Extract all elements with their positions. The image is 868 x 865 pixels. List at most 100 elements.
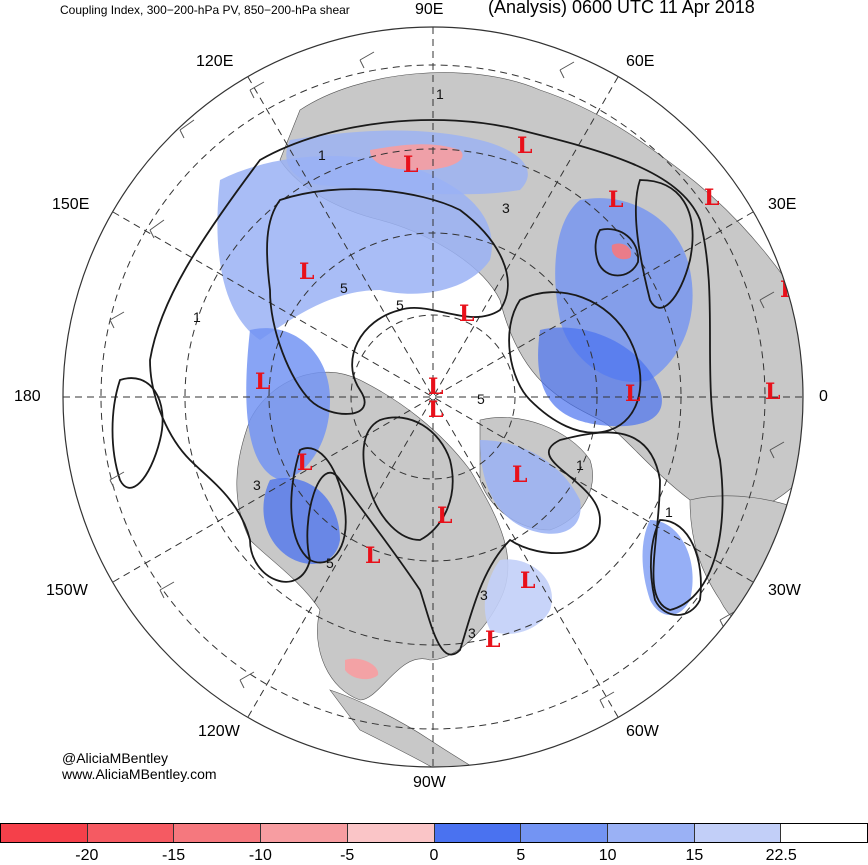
wind-barb: [249, 81, 265, 99]
low-marker: L: [428, 374, 443, 400]
contour-label: 3: [253, 477, 261, 493]
colorbar-segment: [694, 824, 782, 842]
colorbar-segment: [781, 824, 868, 842]
low-marker: L: [765, 379, 780, 405]
contour-label-layer: 1 1 3 5 5 5 3 1 1 5 3 3 1: [193, 86, 673, 641]
shade-pacific-central: [246, 328, 330, 480]
contour-label: 3: [468, 625, 476, 641]
wind-barb: [149, 219, 165, 239]
author-website: www.AliciaMBentley.com: [62, 766, 217, 782]
lon-label-150e: 150E: [52, 196, 90, 213]
shade-gulf: [484, 559, 552, 634]
analysis-time: (Analysis) 0600 UTC 11 Apr 2018: [488, 0, 755, 17]
lon-label-90e: 90E: [415, 1, 444, 18]
colorbar: [0, 823, 868, 843]
contour-label: 3: [502, 200, 510, 216]
low-marker: L: [365, 543, 380, 569]
meridian-line: [112, 211, 754, 583]
lon-label-120e: 120E: [196, 53, 234, 70]
map-title: Coupling Index, 300−200-hPa PV, 850−200-…: [60, 3, 350, 17]
contour-label: 1: [193, 309, 201, 325]
low-marker: L: [485, 627, 500, 653]
meridian-line: [247, 76, 619, 718]
pv-contour: [149, 119, 724, 656]
low-marker: L: [625, 381, 640, 407]
colorbar-segment: [261, 824, 348, 842]
wind-barb: [239, 671, 255, 689]
lon-label-30w: 30W: [768, 582, 801, 599]
lon-label-150w: 150W: [46, 582, 88, 599]
lon-label-30e: 30E: [768, 196, 797, 213]
low-marker: L: [608, 187, 623, 213]
lon-label-180: 180: [14, 388, 41, 405]
colorbar-tick-label: 15: [685, 847, 704, 864]
author-handle: @AliciaMBentley: [62, 750, 169, 766]
meridian-line: [112, 211, 754, 583]
colorbar-segment: [521, 824, 608, 842]
colorbar-tick-label: 0: [429, 847, 439, 864]
colorbar-tick-label: -20: [75, 847, 99, 864]
pv-contour: [594, 228, 639, 277]
wind-barb: [699, 121, 715, 139]
pv-contour: [362, 416, 454, 541]
shade-mid-atlantic: [480, 440, 581, 534]
shade-mexico-negative: [345, 658, 379, 680]
colorbar-tick-label: -5: [340, 847, 355, 864]
lon-label-90w: 90W: [413, 774, 446, 791]
pv-contour: [290, 447, 347, 564]
contour-label: 5: [326, 555, 334, 571]
low-marker: L: [428, 397, 443, 423]
globe-outline: [62, 26, 804, 768]
low-marker: L: [459, 301, 474, 327]
contour-label: 1: [436, 86, 444, 102]
wind-barb: [759, 291, 775, 309]
meridian-line: [247, 76, 619, 718]
lon-label-0: 0: [819, 388, 828, 405]
low-marker: L: [512, 462, 527, 488]
meridians: [63, 27, 803, 767]
pv-contour: [111, 377, 164, 489]
colorbar-tick-label: 10: [598, 847, 617, 864]
shade-siberia-negative: [370, 144, 463, 170]
shade-pacific-west: [217, 156, 492, 340]
contour-label: 1: [318, 147, 326, 163]
wind-barb: [559, 61, 575, 79]
colorbar-tick-label: 22.5: [765, 847, 797, 864]
colorbar-tick-label: -15: [162, 847, 186, 864]
lon-label-60w: 60W: [626, 723, 659, 740]
colorbar-segment: [434, 824, 522, 842]
pv-contour: [635, 179, 694, 309]
contour-label: 5: [396, 297, 404, 313]
land-central-america: [329, 689, 491, 767]
colorbar-segment: [87, 824, 175, 842]
colorbar-tick-label: 5: [516, 847, 526, 864]
contour-label: 5: [477, 391, 485, 407]
pv-contour: [649, 519, 702, 616]
low-marker: L: [403, 152, 418, 178]
wind-barb: [769, 441, 785, 459]
contour-label: 3: [480, 587, 488, 603]
low-marker: L: [517, 133, 532, 159]
lon-label-120w: 120W: [198, 723, 240, 740]
colorbar-segment: [347, 824, 435, 842]
pv-contour: [266, 188, 509, 415]
low-marker: L: [299, 259, 314, 285]
contour-label: 1: [576, 457, 584, 473]
pv-contours: [111, 119, 724, 656]
colorbar-segment: [1, 824, 88, 842]
wind-barb: [179, 119, 195, 139]
wind-barb: [359, 51, 375, 69]
pv-contour: [508, 291, 642, 434]
shade-europe-negative: [611, 243, 632, 260]
contour-label: 1: [665, 504, 673, 520]
coupling-index-shading: [217, 130, 693, 680]
colorbar-segment: [174, 824, 262, 842]
low-marker: L: [255, 369, 270, 395]
low-marker: L: [297, 450, 312, 476]
wind-barb: [159, 581, 175, 599]
lon-label-60e: 60E: [626, 53, 655, 70]
colorbar-tick-label: -10: [248, 847, 272, 864]
low-marker: L: [520, 568, 535, 594]
contour-label: 5: [340, 280, 348, 296]
